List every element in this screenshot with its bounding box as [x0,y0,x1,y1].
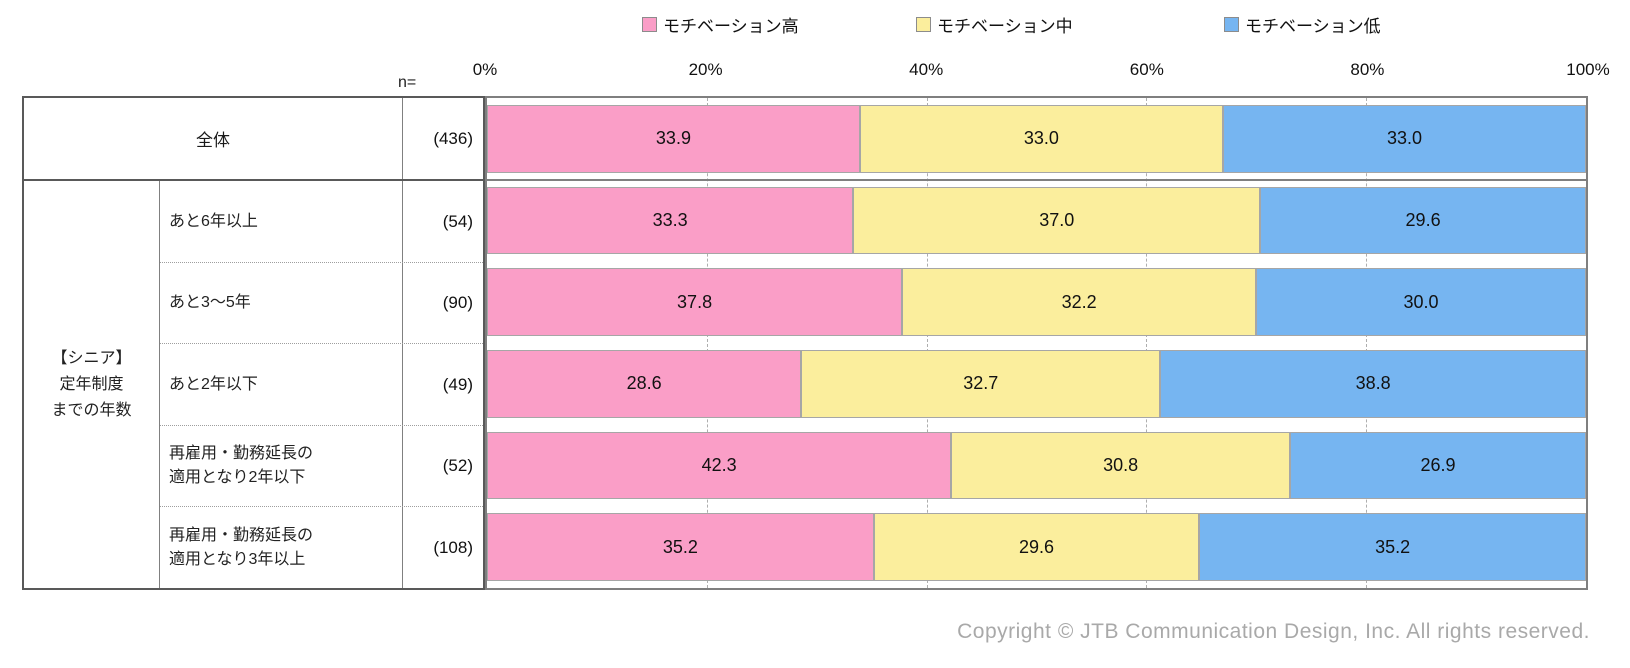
bar-segment-mid: 33.0 [859,105,1223,173]
bar-value-label: 29.6 [1018,536,1055,557]
bar-segment-low: 26.9 [1289,431,1586,500]
bar-row: 33.3 37.0 29.6 [487,180,1586,262]
bar-value-label: 28.6 [626,373,662,394]
bar-value-label: 30.0 [1403,291,1439,312]
bar-segment-low: 29.6 [1260,186,1586,255]
bar-segment-low: 35.2 [1199,513,1586,582]
gridline-20 [706,98,708,588]
bar-segment-low: 33.0 [1222,105,1586,173]
bar-value-label: 30.8 [1103,455,1139,476]
n-value: (52) [442,456,473,476]
table-row-total: 全体 (436) [24,98,483,182]
bar-row-total: 33.9 33.0 33.0 [487,98,1586,180]
bar-value-label: 35.2 [662,536,698,557]
legend-swatch-low-icon [1224,17,1239,32]
row-label: あと6年以上 [160,181,403,262]
copyright-text: Copyright © JTB Communication Design, In… [957,620,1590,643]
bar-segment-high: 33.9 [487,105,860,173]
gridline-80 [1366,98,1368,588]
bar-value-label: 33.0 [1023,128,1059,149]
bar-segment-mid: 32.7 [801,350,1161,418]
bar-row: 35.2 29.6 35.2 [487,506,1586,588]
axis-tick-20: 20% [688,60,723,79]
row-label: あと2年以下 [160,344,403,425]
bar-segment-high: 33.3 [487,186,854,255]
bar-value-label: 32.2 [1061,291,1097,312]
bar-value-label: 26.9 [1420,455,1456,476]
table-row: あと2年以下 (49) [160,343,483,425]
bar-segment-low: 30.0 [1256,268,1587,337]
row-label-total: 全体 [24,98,403,180]
n-value-total: (436) [433,128,473,148]
bar-value-label: 32.7 [963,373,999,394]
bar-value-label: 37.0 [1039,210,1075,230]
legend-label-low: モチベーション低 [1245,17,1381,36]
n-value: (90) [442,293,473,313]
legend-label-mid: モチベーション中 [937,17,1073,36]
row-label: 再雇用・勤務延長の 適用となり3年以上 [160,507,403,588]
bar-value-label: 33.3 [652,210,688,230]
table-row: 再雇用・勤務延長の 適用となり2年以下 (52) [160,424,483,507]
bar-segment-mid: 29.6 [873,513,1200,582]
table-row: 再雇用・勤務延長の 適用となり3年以上 (108) [160,506,483,588]
axis-tick-60: 60% [1129,60,1164,79]
bar-row: 37.8 32.2 30.0 [487,261,1587,343]
bar-value-label: 42.3 [701,455,737,476]
gridline-40 [926,98,928,588]
bar-value-label: 38.8 [1355,373,1391,394]
axis-tick-40: 40% [909,60,944,79]
bar-segment-mid: 32.2 [902,268,1257,337]
row-label: あと3～5年 [160,262,403,344]
n-value: (54) [442,211,473,231]
gridline-60 [1146,98,1148,588]
bar-segment-mid: 30.8 [951,431,1290,500]
bar-segment-high: 37.8 [487,268,903,337]
plot-inner: 33.9 33.0 33.0 33.3 37.0 29.6 37.8 32.2 … [487,98,1587,588]
bar-value-label: 33.9 [655,128,691,149]
legend-label-high: モチベーション高 [663,17,799,36]
plot-area: 33.9 33.0 33.0 33.3 37.0 29.6 37.8 32.2 … [485,96,1588,590]
row-label: 再雇用・勤務延長の 適用となり2年以下 [160,425,403,507]
bar-segment-high: 42.3 [487,431,952,500]
bar-segment-low: 38.8 [1160,350,1586,418]
bar-value-label: 29.6 [1405,210,1441,230]
group-label-senior: 【シニア】 定年制度 までの年数 [24,181,160,588]
bar-segment-high: 28.6 [487,350,802,418]
bar-segment-high: 35.2 [487,513,874,582]
n-value: (108) [433,537,473,557]
bar-value-label: 33.0 [1386,128,1422,149]
bar-value-label: 35.2 [1375,536,1411,557]
bar-segment-mid: 37.0 [853,186,1261,255]
group-sub-rows: あと6年以上 (54) あと3～5年 (90) あと2年以下 (49) 再雇用・… [160,181,483,588]
bar-row: 28.6 32.7 38.8 [487,343,1586,425]
legend-swatch-mid-icon [916,17,931,32]
row-label-table: 全体 (436) 【シニア】 定年制度 までの年数 あと6年以上 (54) あと… [22,96,485,590]
axis-tick-0: 0% [472,60,498,79]
legend-swatch-high-icon [642,17,657,32]
table-row: あと6年以上 (54) [160,181,483,262]
bar-value-label: 37.8 [677,291,713,312]
total-group-divider [487,178,1586,181]
legend-item-mid: モチベーション中 [916,12,1073,37]
table-row: あと3～5年 (90) [160,261,483,344]
axis-tick-80: 80% [1350,60,1385,79]
legend-item-low: モチベーション低 [1224,12,1381,37]
table-group-senior: 【シニア】 定年制度 までの年数 あと6年以上 (54) あと3～5年 (90)… [24,181,483,588]
axis-tick-100: 100% [1566,60,1610,79]
legend-item-high: モチベーション高 [642,12,799,37]
bars-container: 33.9 33.0 33.0 33.3 37.0 29.6 37.8 32.2 … [487,98,1587,588]
bar-row: 42.3 30.8 26.9 [487,425,1586,507]
n-value: (49) [442,374,473,394]
n-column-header: n= [398,74,417,91]
